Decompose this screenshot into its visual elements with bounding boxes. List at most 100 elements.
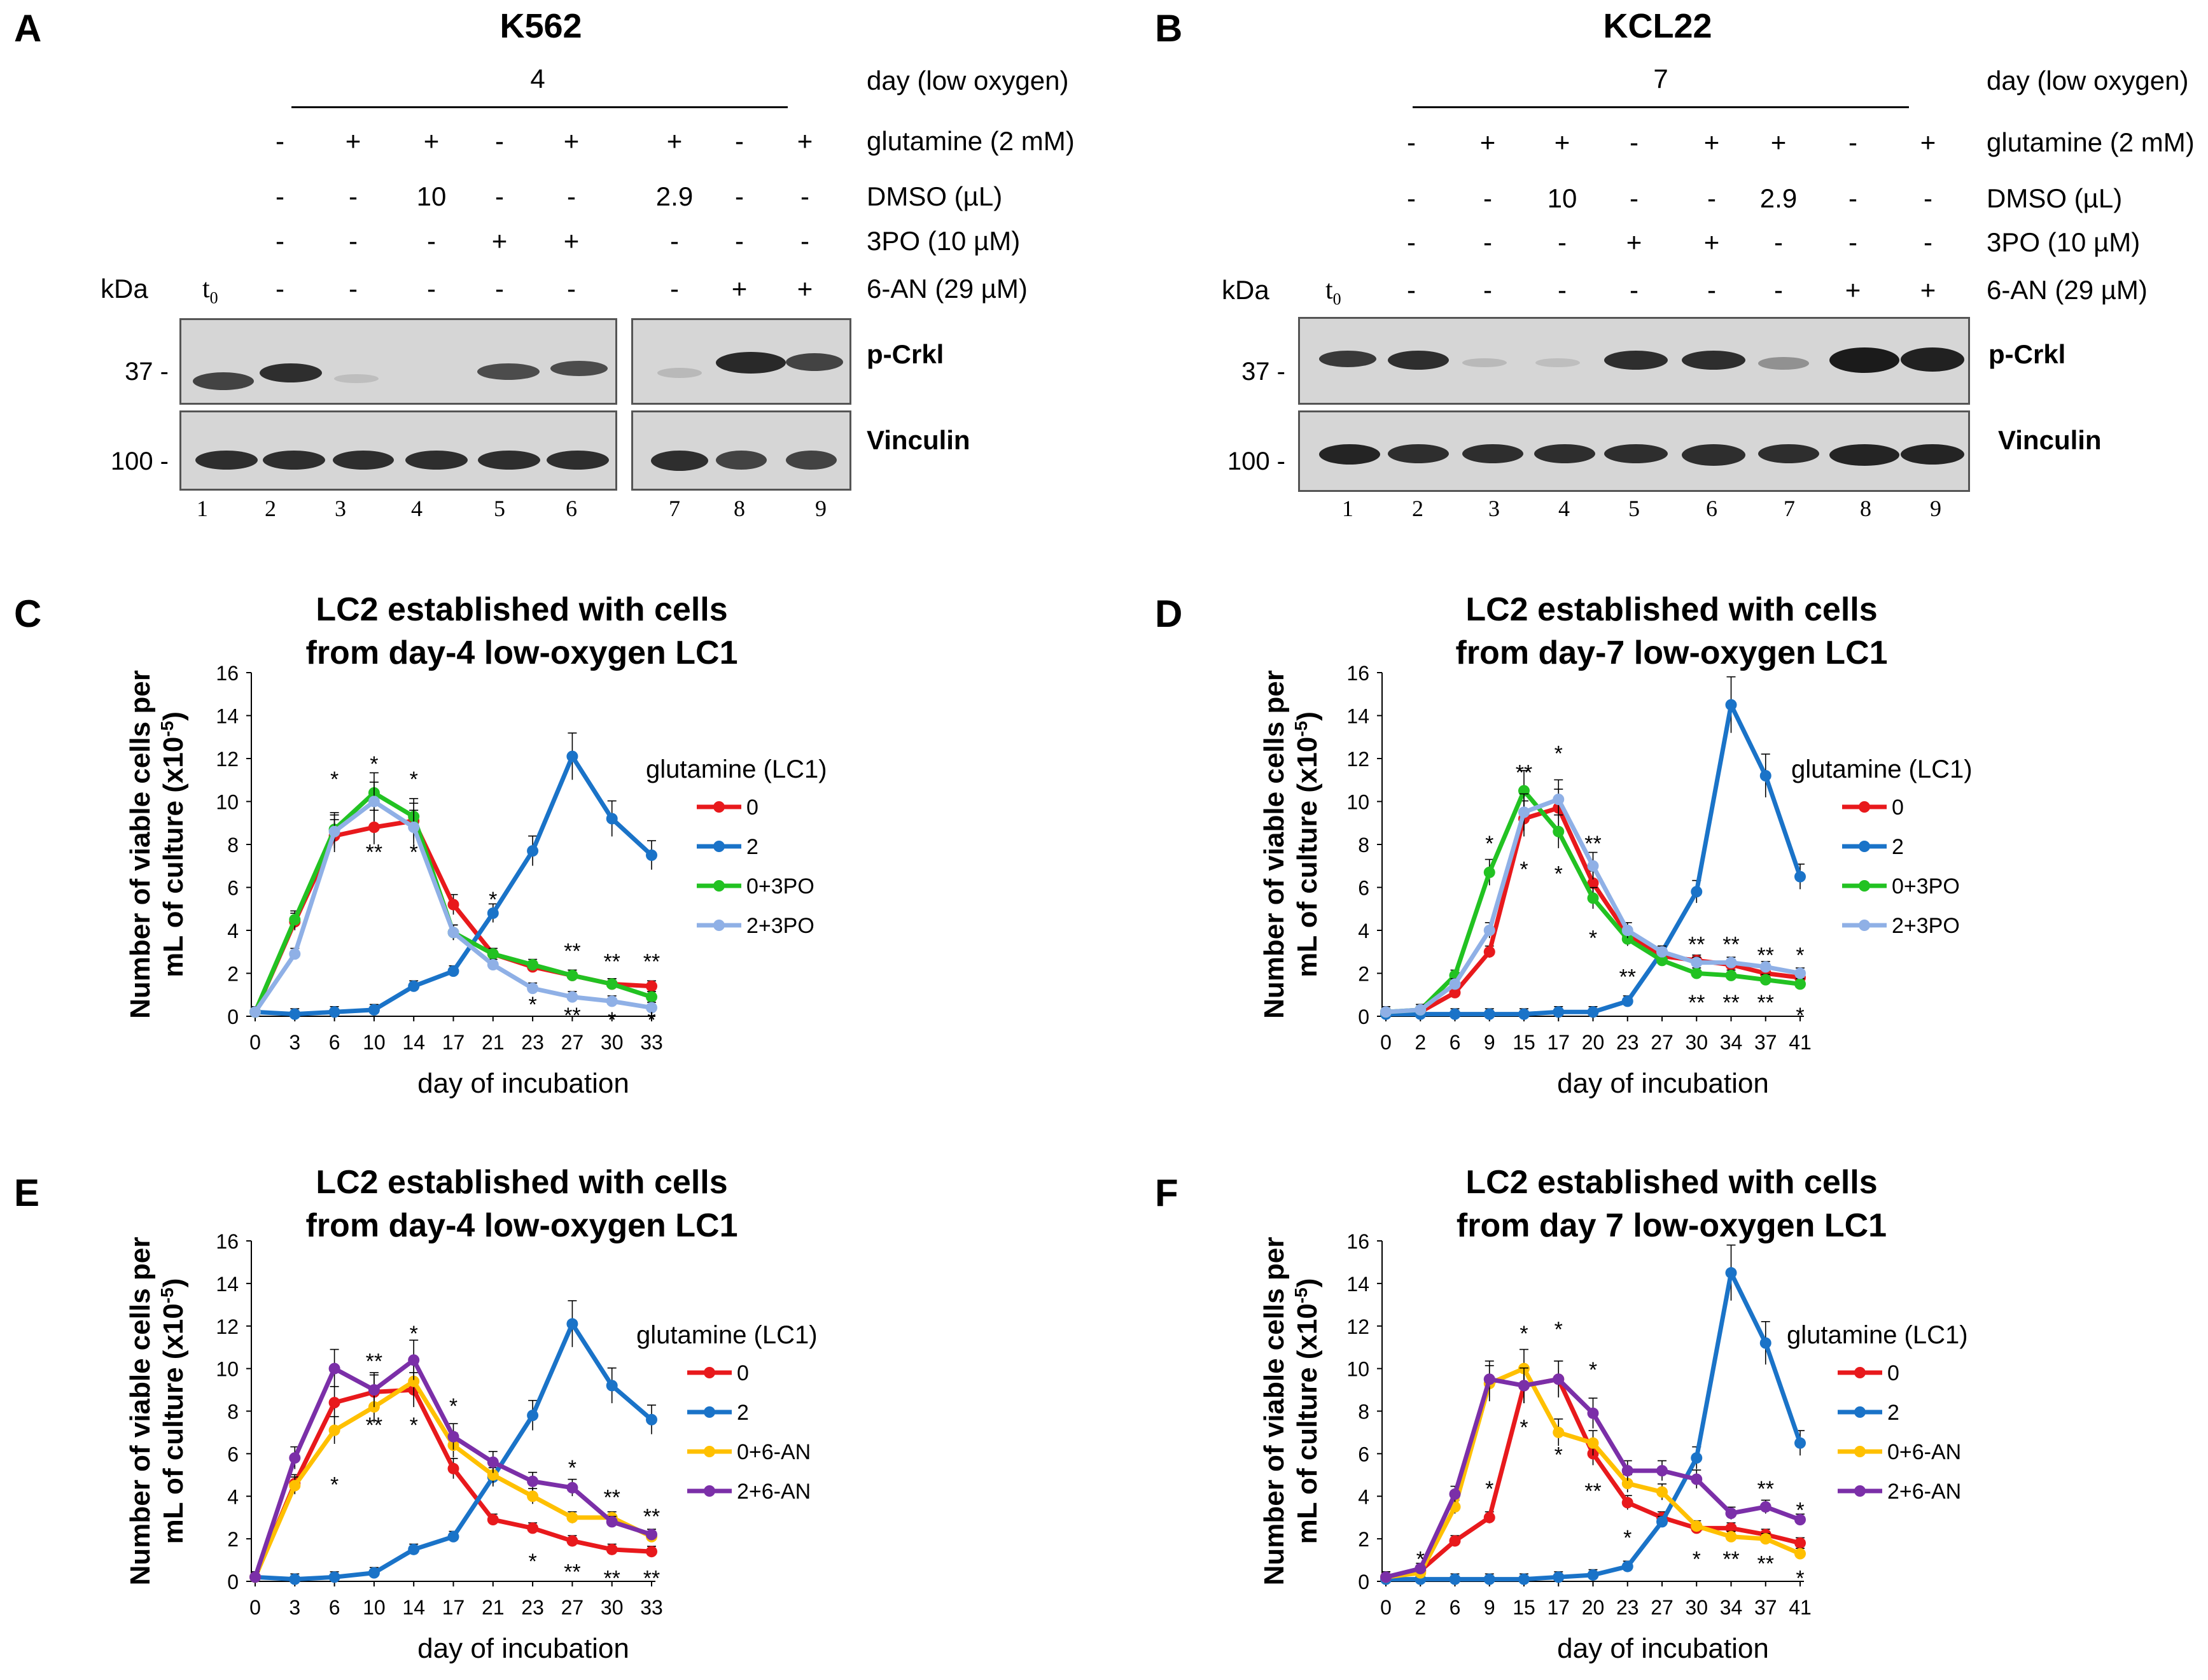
data-point: [1794, 967, 1806, 979]
data-point: [646, 980, 657, 992]
data-point: [527, 1490, 539, 1502]
panel-label-b: B: [1155, 7, 1183, 50]
lane-number: 9: [1930, 496, 1941, 521]
data-point: [1449, 1488, 1461, 1500]
condition-po3-lane-3: -: [349, 226, 358, 256]
significance-mark: *: [1623, 1526, 1632, 1550]
data-point: [1725, 969, 1737, 981]
condition-glutamine-lane-5: -: [495, 126, 504, 156]
data-point: [527, 1475, 539, 1487]
y-tick-label: 8: [1358, 1401, 1369, 1424]
legend-label: 2: [746, 835, 758, 859]
x-tick-label: 0: [249, 1031, 261, 1054]
chart-title-line-1: LC2 established with cells: [1465, 1164, 1877, 1201]
data-point: [1553, 825, 1565, 837]
3po-label-a: 3PO (10 µM): [867, 226, 1021, 256]
y-tick-label: 0: [227, 1005, 239, 1028]
data-point: [606, 978, 618, 990]
data-point: [606, 1543, 618, 1555]
y-tick-label: 2: [227, 963, 239, 986]
data-point: [1656, 1486, 1668, 1498]
y-tick-label: 6: [1358, 1443, 1369, 1466]
significance-mark: **: [1688, 991, 1705, 1015]
x-tick-label: 6: [1450, 1031, 1461, 1054]
data-point: [1656, 946, 1668, 958]
condition-an6-lane-7: -: [1774, 275, 1783, 305]
condition-an6-lane-7: -: [670, 274, 679, 304]
data-point: [1691, 1473, 1703, 1485]
condition-an6-lane-9: +: [797, 274, 813, 304]
data-point: [487, 1456, 499, 1468]
significance-mark: *: [410, 841, 418, 865]
data-point: [328, 1571, 340, 1583]
data-point: [566, 1481, 578, 1494]
x-tick-label: 37: [1754, 1596, 1777, 1619]
y-axis-label-line-2: mL of culture (x10-5): [157, 711, 190, 977]
y-axis-label-line-1: Number of viable cells per: [125, 1237, 156, 1586]
data-point: [328, 1006, 340, 1018]
data-point: [368, 1384, 380, 1396]
data-point: [566, 969, 578, 981]
data-point: [1691, 1452, 1703, 1464]
condition-dmso-lane-2: -: [1407, 183, 1416, 213]
x-axis-label: day of incubation: [417, 1068, 629, 1099]
y-tick-label: 16: [1346, 662, 1369, 685]
data-point: [1794, 978, 1806, 990]
data-point: [1553, 1426, 1565, 1438]
condition-an6-lane-8: +: [1845, 275, 1861, 305]
data-point: [527, 1522, 539, 1534]
y-tick-label: 14: [1346, 705, 1369, 728]
vinculin-label-a: Vinculin: [867, 425, 970, 455]
condition-an6-lane-6: -: [567, 274, 576, 304]
data-point: [447, 927, 459, 939]
lane-number: 2: [265, 496, 276, 521]
data-point: [1483, 925, 1495, 936]
lane-number: 9: [815, 496, 827, 521]
y-tick-label: 10: [1346, 791, 1369, 814]
data-point: [368, 822, 380, 833]
legend-label: 2: [737, 1401, 749, 1425]
condition-an6-lane-4: -: [1558, 275, 1567, 305]
pcrkl-blot-left-a: [179, 318, 617, 405]
significance-mark: *: [449, 1394, 458, 1418]
data-point: [1587, 860, 1599, 872]
data-point: [1553, 1373, 1565, 1385]
legend-swatch-dot: [713, 880, 725, 892]
significance-mark: *: [1589, 1358, 1597, 1382]
legend-swatch-dot: [1854, 1446, 1866, 1457]
day-bracket-b: [1413, 106, 1909, 108]
significance-mark: *: [1520, 858, 1528, 882]
dmso-label-b: DMSO (µL): [1987, 183, 2123, 213]
x-tick-label: 34: [1720, 1596, 1743, 1619]
lane-number: 1: [197, 496, 208, 521]
x-axis-label: day of incubation: [1557, 1068, 1769, 1099]
lane-number: 1: [1342, 496, 1353, 521]
vinculin-label-b: Vinculin: [1998, 425, 2102, 455]
data-point: [328, 1397, 340, 1409]
data-point: [1725, 1530, 1737, 1543]
lane-number: 2: [1412, 496, 1423, 521]
lane-number: 5: [494, 496, 505, 521]
y-tick-label: 4: [1358, 920, 1369, 942]
condition-po3-lane-5: +: [491, 226, 508, 256]
legend-swatch-dot: [704, 1485, 715, 1497]
legend-label: 0: [746, 795, 758, 820]
x-tick-label: 15: [1513, 1031, 1535, 1054]
condition-dmso-lane-9: -: [1924, 183, 1932, 213]
data-point: [1483, 866, 1495, 878]
data-point: [1794, 1514, 1806, 1526]
data-point: [527, 1410, 539, 1422]
y-tick-label: 8: [227, 834, 239, 857]
mw-100-b: 100 -: [1227, 447, 1285, 475]
data-point: [646, 1529, 657, 1541]
data-point: [408, 1375, 420, 1387]
chart-title-line-1: LC2 established with cells: [316, 591, 727, 628]
legend-label: 2+6-AN: [737, 1480, 811, 1504]
significance-mark: **: [564, 1004, 580, 1028]
legend-label: 0: [737, 1361, 749, 1385]
significance-mark: **: [1584, 832, 1601, 856]
x-tick-label: 0: [249, 1596, 261, 1619]
condition-an6-lane-5: -: [1630, 275, 1639, 305]
condition-glutamine-lane-2: -: [1407, 127, 1416, 157]
significance-mark: **: [603, 1486, 620, 1510]
